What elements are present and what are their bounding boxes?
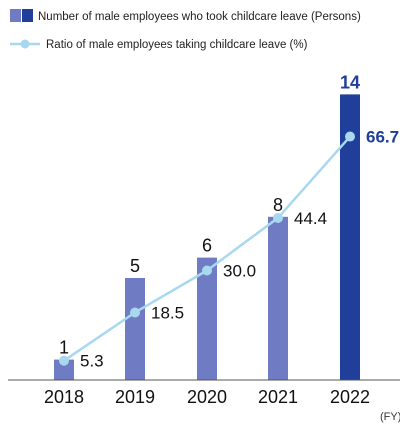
- category-label-2018: 2018: [44, 387, 84, 407]
- ratio-value-label-2021: 44.4: [294, 209, 327, 228]
- bar-value-label-2021: 8: [273, 195, 283, 215]
- bar-value-label-2019: 5: [130, 256, 140, 276]
- bar-2021: [268, 216, 288, 380]
- legend-bar-swatch-light: [10, 9, 21, 22]
- ratio-value-label-2018: 5.3: [80, 352, 104, 371]
- ratio-value-label-2020: 30.0: [223, 262, 256, 281]
- ratio-marker-2021: [273, 212, 283, 223]
- legend-bar-label: Number of male employees who took childc…: [38, 11, 361, 23]
- ratio-marker-2019: [130, 307, 140, 318]
- legend-bar-swatch-dark: [22, 9, 33, 22]
- category-label-2021: 2021: [258, 387, 298, 407]
- ratio-marker-2018: [59, 355, 69, 366]
- category-label-2020: 2020: [187, 387, 227, 407]
- ratio-line: [59, 131, 355, 366]
- bar-value-label-2018: 1: [59, 338, 69, 358]
- bar-value-label-2022: 14: [340, 72, 360, 92]
- bar-2018: [54, 359, 74, 380]
- bar-2019: [125, 278, 145, 380]
- legend: Number of male employees who took childc…: [10, 9, 361, 51]
- ratio-marker-2022: [345, 131, 355, 142]
- ratio-value-label-2022: 66.7: [366, 128, 399, 147]
- category-label-2022: 2022: [330, 387, 370, 407]
- category-labels: 2018 2019 2020 2021 2022: [44, 387, 370, 407]
- ratio-marker-2020: [202, 265, 212, 276]
- ratio-labels: 5.3 18.5 30.0 44.4 66.7: [80, 128, 399, 371]
- bar-value-label-2020: 6: [202, 236, 212, 256]
- category-label-2019: 2019: [115, 387, 155, 407]
- ratio-value-label-2019: 18.5: [151, 303, 184, 322]
- legend-line-marker: [20, 39, 30, 49]
- bar-2020: [197, 257, 217, 380]
- bar-labels: 1 5 6 8 14: [59, 72, 360, 357]
- unit-note: (FY): [380, 411, 400, 423]
- legend-line-label: Ratio of male employees taking childcare…: [46, 39, 308, 51]
- bars: [54, 94, 360, 381]
- bar-2022: [340, 94, 360, 381]
